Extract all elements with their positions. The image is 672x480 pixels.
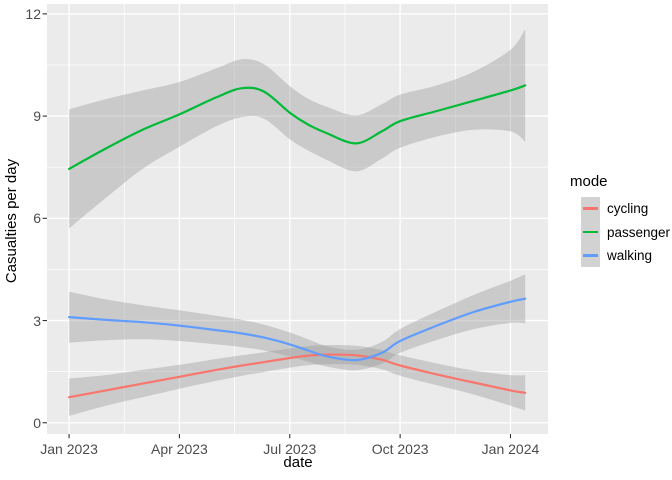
y-tick-label: 12 [25,5,41,22]
axis-tick-marks [42,13,512,439]
ribbon-cycling [69,345,526,416]
minor-gridlines [47,4,548,434]
y-tick-label: 3 [33,312,41,329]
panel-background [47,4,548,434]
x-tick-label: Jan 2024 [481,441,540,457]
line-passenger [68,84,527,170]
legend-key-cycling [581,197,600,221]
legend-item-cycling: cycling [581,197,670,221]
legend-item-passenger: passenger [581,220,671,244]
x-tick-label: Apr 2023 [151,441,208,457]
legend-label: walking [607,247,653,263]
x-tick-label: Oct 2023 [371,441,429,457]
legend-title: mode [570,173,608,190]
legend-key-line-icon [583,207,598,210]
ribbon-walking [69,274,526,371]
legend: cycling passenger walking [581,197,671,268]
y-tick-label: 0 [33,414,41,431]
x-axis-title: date [283,454,313,471]
legend-key-line-icon [583,254,598,257]
x-tick-label: Jan 2023 [40,441,98,457]
line-walking [68,297,527,362]
major-gridlines [47,4,548,434]
ribbon-passenger [69,29,526,229]
line-cycling [68,353,527,399]
confidence-ribbons [69,29,526,416]
x-tick-label: Jul 2023 [263,441,317,457]
legend-item-walking: walking [581,243,670,268]
legend-key-passenger [581,220,600,244]
legend-label: cycling [607,201,649,217]
legend-key-line-icon [583,230,598,234]
legend-label: passenger [607,224,671,240]
legend-key-walking [581,243,600,268]
y-tick-label: 6 [33,210,41,227]
y-tick-label: 9 [33,108,41,125]
trend-lines [68,84,527,399]
